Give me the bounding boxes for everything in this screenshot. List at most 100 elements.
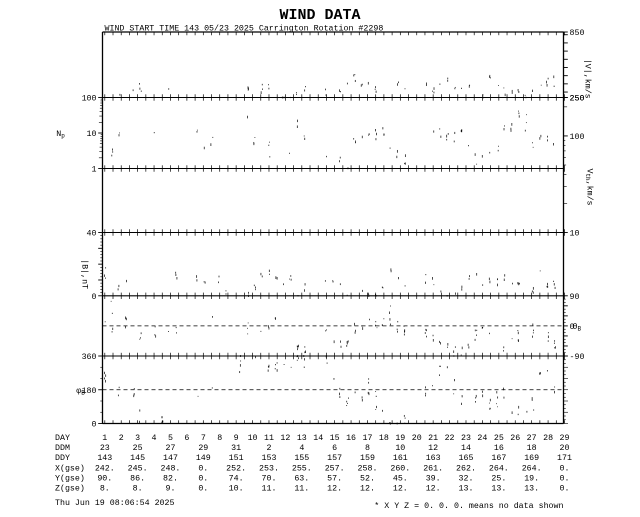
- svg-text:0: 0: [92, 421, 97, 430]
- svg-text:262.: 262.: [456, 465, 476, 474]
- svg-text:20: 20: [560, 444, 570, 453]
- svg-text:155: 155: [294, 454, 309, 463]
- svg-text:14: 14: [461, 444, 471, 453]
- svg-text:153: 153: [262, 454, 277, 463]
- svg-text:9.: 9.: [165, 485, 175, 494]
- svg-text:22: 22: [445, 434, 455, 443]
- svg-text:100: 100: [82, 95, 97, 104]
- svg-text:DDM: DDM: [55, 444, 70, 453]
- svg-text:39.: 39.: [426, 475, 441, 484]
- svg-text:25: 25: [133, 444, 143, 453]
- svg-text:12: 12: [428, 444, 438, 453]
- svg-text:57.: 57.: [327, 475, 342, 484]
- svg-text:14: 14: [313, 434, 323, 443]
- svg-text:0.: 0.: [198, 465, 208, 474]
- svg-text:13: 13: [297, 434, 307, 443]
- svg-text:169: 169: [524, 454, 539, 463]
- svg-text:10: 10: [248, 434, 258, 443]
- svg-text:360: 360: [82, 353, 97, 362]
- svg-text:157: 157: [327, 454, 342, 463]
- svg-text:0: 0: [92, 293, 97, 302]
- svg-text:24: 24: [477, 434, 487, 443]
- svg-text:19: 19: [395, 434, 405, 443]
- svg-text:45.: 45.: [393, 475, 408, 484]
- svg-text:16: 16: [494, 444, 504, 453]
- svg-text:248.: 248.: [161, 465, 181, 474]
- svg-text:7: 7: [201, 434, 206, 443]
- svg-text:100: 100: [570, 133, 585, 142]
- svg-text:16: 16: [346, 434, 356, 443]
- svg-text:12.: 12.: [426, 485, 441, 494]
- svg-text:147: 147: [163, 454, 178, 463]
- svg-text:2: 2: [266, 444, 271, 453]
- svg-text:WIND DATA: WIND DATA: [279, 7, 360, 24]
- svg-text:28: 28: [543, 434, 553, 443]
- svg-text:5: 5: [168, 434, 173, 443]
- svg-text:12.: 12.: [327, 485, 342, 494]
- svg-text:261.: 261.: [423, 465, 443, 474]
- svg-text:3: 3: [135, 434, 140, 443]
- svg-text:149: 149: [196, 454, 211, 463]
- svg-text:6: 6: [184, 434, 189, 443]
- svg-text:1: 1: [102, 434, 107, 443]
- svg-text:252.: 252.: [226, 465, 246, 474]
- svg-text:32.: 32.: [459, 475, 474, 484]
- svg-text:0.: 0.: [198, 475, 208, 484]
- svg-text:0.: 0.: [198, 485, 208, 494]
- svg-text:23: 23: [100, 444, 110, 453]
- svg-text:70.: 70.: [262, 475, 277, 484]
- svg-text:1: 1: [92, 166, 97, 175]
- svg-text:161: 161: [393, 454, 408, 463]
- svg-text:10: 10: [570, 230, 580, 239]
- svg-text:13.: 13.: [459, 485, 474, 494]
- svg-text:86.: 86.: [130, 475, 145, 484]
- svg-text:11.: 11.: [262, 485, 277, 494]
- svg-text:82.: 82.: [163, 475, 178, 484]
- svg-text:27: 27: [165, 444, 175, 453]
- svg-text:18: 18: [527, 444, 537, 453]
- svg-text:4: 4: [152, 434, 157, 443]
- svg-text:|V|,km/s: |V|,km/s: [583, 59, 593, 99]
- svg-text:4: 4: [299, 444, 304, 453]
- svg-text:11: 11: [264, 434, 274, 443]
- svg-text:21: 21: [428, 434, 438, 443]
- svg-text:Z(gse): Z(gse): [55, 484, 85, 494]
- svg-text:0.: 0.: [560, 465, 570, 474]
- svg-text:165: 165: [459, 454, 474, 463]
- svg-text:12.: 12.: [360, 485, 375, 494]
- svg-text:13.: 13.: [491, 485, 506, 494]
- svg-text:0.: 0.: [560, 475, 570, 484]
- svg-text:X(gse): X(gse): [55, 464, 85, 474]
- svg-text:* X Y Z = 0. 0. 0. means no da: * X Y Z = 0. 0. 0. means no data shown: [374, 501, 563, 511]
- svg-text:27: 27: [527, 434, 537, 443]
- svg-text:850: 850: [570, 29, 585, 38]
- svg-text:19.: 19.: [524, 475, 539, 484]
- svg-text:10: 10: [87, 130, 97, 139]
- svg-text:9: 9: [234, 434, 239, 443]
- svg-text:31: 31: [231, 444, 241, 453]
- svg-text:26: 26: [510, 434, 520, 443]
- svg-text:DDY: DDY: [55, 454, 70, 463]
- svg-text:167: 167: [491, 454, 506, 463]
- svg-text:Y(gse): Y(gse): [55, 474, 85, 484]
- svg-text:18: 18: [379, 434, 389, 443]
- svg-text:90.: 90.: [97, 475, 112, 484]
- svg-text:12.: 12.: [393, 485, 408, 494]
- svg-text:29: 29: [560, 434, 570, 443]
- svg-text:242.: 242.: [95, 465, 115, 474]
- svg-text:|B|,nT: |B|,nT: [80, 259, 90, 289]
- svg-text:12: 12: [280, 434, 290, 443]
- svg-text:145: 145: [130, 454, 145, 463]
- svg-text:40: 40: [87, 230, 97, 239]
- svg-text:-90: -90: [570, 353, 585, 362]
- svg-text:23: 23: [461, 434, 471, 443]
- svg-text:6: 6: [332, 444, 337, 453]
- svg-text:13.: 13.: [524, 485, 539, 494]
- svg-text:10: 10: [395, 444, 405, 453]
- svg-text:20: 20: [412, 434, 422, 443]
- svg-text:245.: 245.: [128, 465, 148, 474]
- svg-text:250: 250: [570, 95, 585, 104]
- svg-text:25.: 25.: [491, 475, 506, 484]
- svg-text:159: 159: [360, 454, 375, 463]
- svg-text:257.: 257.: [325, 465, 345, 474]
